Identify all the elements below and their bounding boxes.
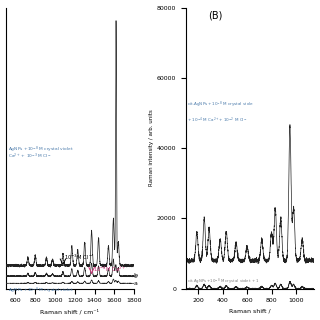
Text: $10^{-3}$M Cl$^-$: $10^{-3}$M Cl$^-$ <box>64 252 93 262</box>
Text: AgNPs +10$^{-8}$ M crystal violet: AgNPs +10$^{-8}$ M crystal violet <box>8 144 73 155</box>
Text: b: b <box>133 273 137 278</box>
Text: a: a <box>133 281 137 285</box>
Text: c: c <box>133 274 137 279</box>
Text: cit-AgNPs +10$^{-8}$ M crystal viole: cit-AgNPs +10$^{-8}$ M crystal viole <box>187 100 254 110</box>
Text: cit-AgNPs +10$^{-8}$ M crystal violet + 1: cit-AgNPs +10$^{-8}$ M crystal violet + … <box>187 277 260 287</box>
Text: Ca$^{2+}$ + 10$^{-3}$ M Cl$^{-}$: Ca$^{2+}$ + 10$^{-3}$ M Cl$^{-}$ <box>8 152 51 161</box>
Y-axis label: Raman intensity / arb. units: Raman intensity / arb. units <box>149 110 154 187</box>
Text: + 10$^{-4}$ M Ca$^{2+}$+ 10$^{-2}$ M Cl$^-$: + 10$^{-4}$ M Ca$^{2+}$+ 10$^{-2}$ M Cl$… <box>187 115 248 125</box>
X-axis label: Raman shift /: Raman shift / <box>229 309 271 314</box>
X-axis label: Raman shift / cm⁻¹: Raman shift / cm⁻¹ <box>40 309 99 315</box>
Text: $10^{-4}$M Ca$^{2+}$: $10^{-4}$M Ca$^{2+}$ <box>93 265 126 275</box>
Text: (B): (B) <box>208 10 222 20</box>
Text: AgNPs +10$^{-8}$ M crystal violet: AgNPs +10$^{-8}$ M crystal violet <box>8 286 73 296</box>
